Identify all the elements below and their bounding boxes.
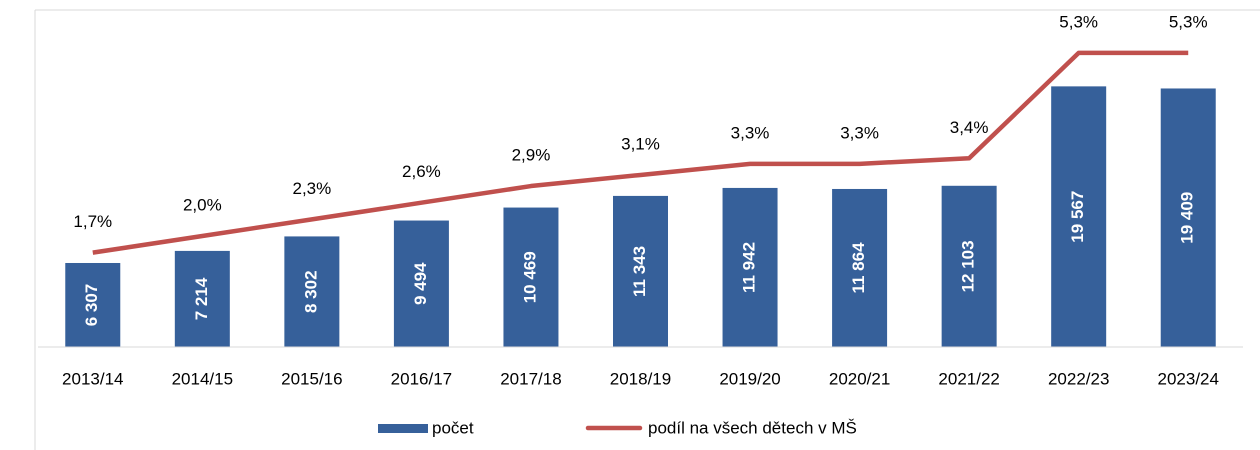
legend-swatch: [378, 424, 428, 433]
bar-value-label: 6 307: [82, 284, 101, 327]
line-value-label: 1,7%: [73, 212, 112, 231]
bar: [613, 195, 668, 347]
bar-value-label: 12 103: [959, 240, 978, 292]
x-tick-label: 2017/18: [500, 369, 561, 388]
x-tick-label: 2014/15: [172, 369, 233, 388]
bar: [503, 207, 559, 347]
bar: [941, 185, 997, 347]
x-tick-label: 2019/20: [719, 369, 780, 388]
line-value-label: 5,3%: [1059, 12, 1098, 31]
bar-value-label: 7 214: [192, 277, 211, 320]
x-tick-label: 2023/24: [1158, 369, 1219, 388]
x-tick-label: 2016/17: [391, 369, 452, 388]
x-tick-label: 2022/23: [1048, 369, 1109, 388]
bar: [722, 187, 778, 347]
legend-label: počet: [432, 418, 474, 437]
line-value-label: 5,3%: [1169, 12, 1208, 31]
bar-value-label: 11 343: [630, 246, 649, 297]
x-tick-label: 2018/19: [610, 369, 671, 388]
legend-label: podíl na všech dětech v MŠ: [648, 418, 857, 437]
line-value-label: 2,9%: [512, 146, 551, 165]
line-value-label: 2,6%: [402, 162, 441, 181]
bar-value-label: 10 469: [520, 251, 539, 303]
bar-value-label: 8 302: [301, 270, 320, 313]
x-tick-label: 2013/14: [62, 369, 123, 388]
bar: [393, 220, 449, 347]
line-value-label: 3,4%: [950, 118, 989, 137]
line-value-label: 3,3%: [731, 123, 770, 142]
bar-value-label: 19 567: [1068, 191, 1087, 243]
bar: [174, 250, 230, 347]
line-value-label: 2,0%: [183, 195, 222, 214]
bar-value-label: 9 494: [411, 262, 430, 305]
line-value-label: 3,3%: [840, 123, 879, 142]
x-tick-label: 2015/16: [281, 369, 342, 388]
bar: [1051, 86, 1107, 348]
x-tick-label: 2020/21: [829, 369, 890, 388]
line: [92, 50, 1189, 255]
bar-value-label: 11 942: [740, 242, 759, 293]
bar: [1160, 88, 1216, 348]
x-tick-label: 2021/22: [938, 369, 999, 388]
bar: [65, 262, 121, 347]
line-value-label: 2,3%: [292, 179, 331, 198]
bar-value-label: 11 864: [849, 242, 868, 294]
bar: [832, 188, 888, 347]
bar: [284, 236, 340, 347]
line-value-label: 3,1%: [621, 134, 660, 153]
bar-value-label: 19 409: [1178, 192, 1197, 244]
